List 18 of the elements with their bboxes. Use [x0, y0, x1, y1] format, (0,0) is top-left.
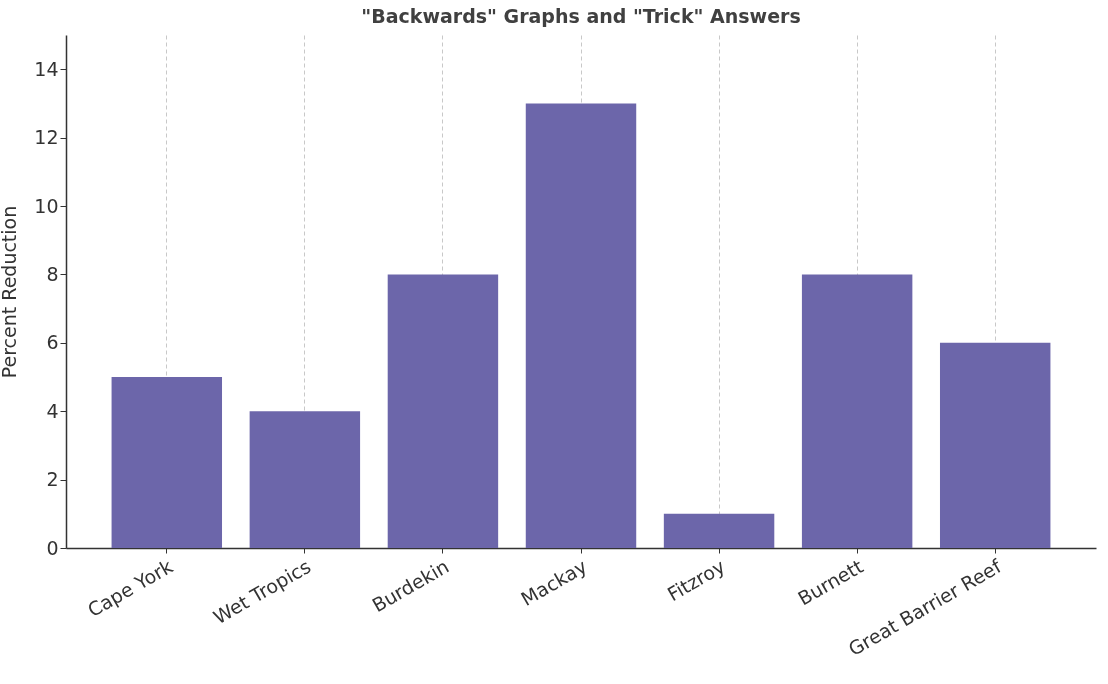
bar	[111, 377, 223, 548]
bar	[663, 513, 775, 548]
x-tick-label: Cape York	[83, 554, 177, 622]
chart-title: "Backwards" Graphs and "Trick" Answers	[361, 5, 801, 27]
y-tick-label: 0	[46, 536, 59, 559]
bar	[525, 103, 637, 548]
y-tick-label: 6	[46, 331, 59, 354]
y-tick-label: 2	[46, 468, 59, 491]
bar	[801, 274, 913, 548]
y-tick-label: 12	[34, 126, 59, 149]
y-tick-label: 8	[46, 262, 59, 285]
y-tick-label: 10	[34, 194, 59, 217]
y-tick-label: 14	[34, 57, 59, 80]
bar	[249, 411, 361, 548]
bar	[387, 274, 499, 548]
bar	[939, 342, 1051, 548]
y-tick-label: 4	[46, 399, 59, 422]
y-axis-title: Percent Reduction	[0, 205, 21, 379]
